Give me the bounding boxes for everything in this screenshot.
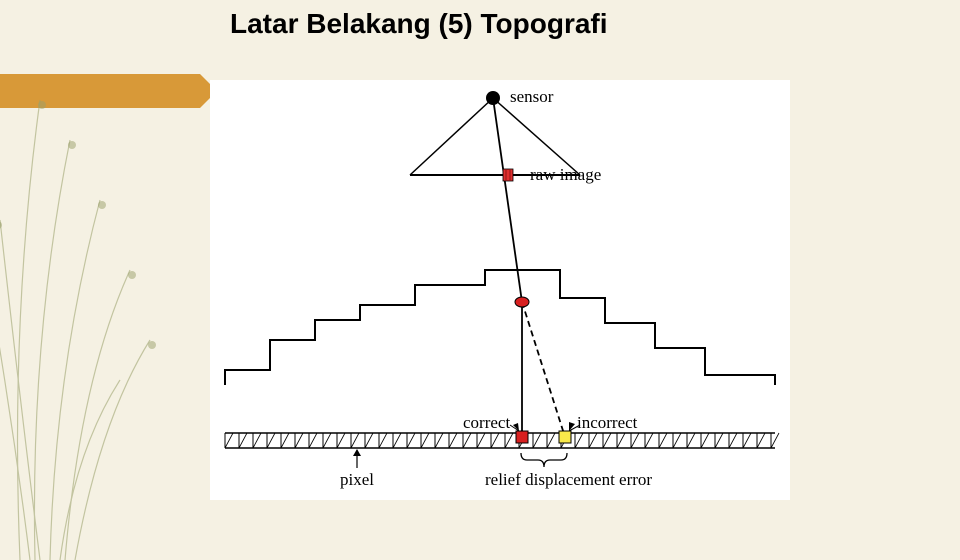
label-incorrect: incorrect <box>577 413 637 433</box>
slide-title: Latar Belakang (5) Topografi <box>230 8 608 40</box>
label-raw-image: raw image <box>530 165 601 185</box>
diagram-svg <box>210 80 790 500</box>
label-error: relief displacement error <box>485 470 652 490</box>
label-pixel: pixel <box>340 470 374 490</box>
label-correct: correct <box>463 413 510 433</box>
relief-displacement-diagram: sensor raw image correct incorrect pixel… <box>210 80 790 500</box>
accent-bar <box>0 74 200 108</box>
label-sensor: sensor <box>510 87 553 107</box>
